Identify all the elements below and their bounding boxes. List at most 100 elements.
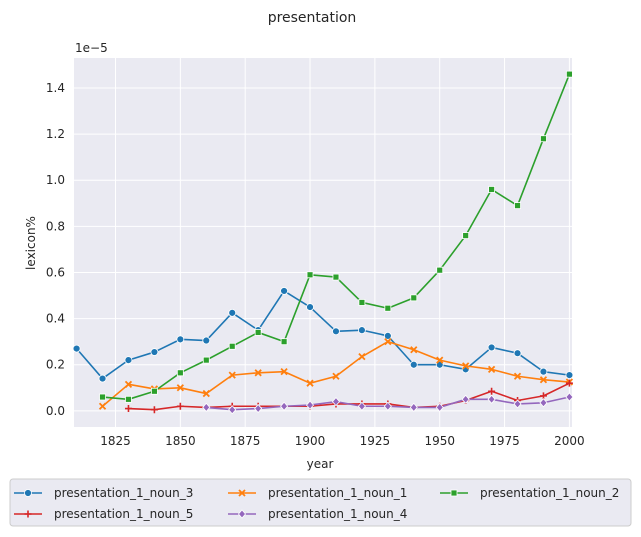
data-point: [125, 395, 132, 403]
data-point: [280, 401, 289, 411]
data-point: [331, 397, 341, 407]
data-point: [151, 387, 158, 395]
data-point: [358, 353, 366, 361]
data-point: [357, 401, 366, 411]
data-point: [124, 356, 133, 365]
legend-label: presentation_1_noun_5: [54, 507, 193, 521]
data-point: [176, 369, 184, 377]
data-point: [383, 332, 392, 340]
x-tick-label: 1825: [100, 434, 131, 448]
data-point: [461, 394, 470, 404]
legend-box: [9, 478, 632, 527]
x-tick-label: 1900: [295, 434, 326, 448]
x-tick-label: 1950: [424, 434, 455, 448]
legend-item: presentation_1_noun_4: [228, 507, 407, 521]
data-point: [176, 384, 184, 392]
legend-item: presentation_1_noun_2: [440, 486, 619, 500]
y-tick-label: 0.8: [46, 219, 65, 233]
data-point: [488, 387, 496, 395]
data-point: [462, 362, 470, 370]
data-point: [150, 348, 159, 356]
data-point: [332, 273, 340, 281]
data-point: [435, 402, 444, 413]
x-tick-label: 1875: [230, 434, 261, 448]
data-point: [436, 266, 444, 274]
series-presentation_1_noun_4: [202, 392, 574, 415]
data-point: [150, 406, 158, 414]
data-point: [565, 379, 573, 387]
data-point: [72, 344, 81, 353]
chart-title: presentation: [268, 10, 357, 26]
series-presentation_1_noun_1: [98, 338, 574, 410]
data-point: [488, 186, 495, 193]
series-group: [72, 70, 574, 415]
data-point: [565, 371, 574, 380]
data-point: [383, 401, 392, 411]
data-point: [358, 299, 366, 306]
data-point: [254, 369, 262, 377]
data-point: [410, 294, 418, 302]
y-tick-label: 0.6: [46, 265, 65, 279]
y-tick-label: 1.2: [46, 127, 65, 141]
legend-item: presentation_1_noun_5: [14, 507, 193, 521]
data-point: [124, 380, 133, 388]
data-point: [202, 356, 210, 364]
legend-label: presentation_1_noun_2: [480, 486, 619, 500]
legend-marker: [24, 489, 32, 497]
data-point: [98, 374, 107, 383]
data-point: [176, 402, 184, 410]
data-point: [306, 271, 314, 279]
data-point: [202, 389, 210, 398]
x-tick-label: 1925: [360, 434, 391, 448]
data-point: [566, 70, 573, 78]
legend-item: presentation_1_noun_1: [228, 486, 407, 500]
data-point: [513, 372, 522, 380]
data-point: [462, 232, 470, 239]
data-point: [565, 392, 574, 402]
x-axis-ticks: 1825 1850 1875 1900 1925 1950 1975 2000: [100, 434, 584, 448]
y-tick-label: 0.2: [46, 358, 65, 372]
data-point: [540, 135, 547, 143]
series-line: [75, 290, 570, 380]
y-axis-label: lexicon%: [24, 216, 38, 270]
x-tick-label: 1850: [165, 434, 196, 448]
data-point: [254, 329, 262, 336]
data-point: [487, 394, 496, 404]
legend-marker: [450, 489, 458, 497]
data-point: [513, 349, 522, 358]
data-point: [539, 398, 548, 408]
data-point: [305, 400, 315, 410]
data-point: [513, 399, 522, 409]
series-presentation_1_noun_2: [99, 70, 573, 403]
data-point: [332, 327, 340, 336]
data-point: [409, 402, 418, 413]
data-point: [98, 402, 107, 410]
data-point: [99, 393, 106, 401]
series-presentation_1_noun_3: [72, 287, 574, 383]
data-point: [410, 346, 418, 354]
data-point: [539, 376, 548, 384]
legend-label: presentation_1_noun_4: [268, 507, 407, 521]
data-point: [306, 303, 314, 311]
data-point: [254, 403, 263, 414]
y-tick-label: 1.4: [46, 81, 65, 95]
data-point: [202, 336, 211, 345]
data-point: [228, 342, 236, 350]
data-point: [228, 308, 237, 317]
data-point: [384, 304, 392, 312]
data-point: [176, 335, 185, 344]
legend-marker: [24, 510, 32, 518]
y-axis-multiplier: 1e−5: [75, 41, 108, 55]
legend-label: presentation_1_noun_1: [268, 486, 407, 500]
data-point: [202, 402, 211, 413]
data-point: [280, 338, 288, 346]
data-point: [280, 368, 288, 376]
data-point: [306, 379, 314, 387]
x-tick-label: 2000: [554, 434, 585, 448]
legend-marker: [237, 509, 247, 519]
x-tick-label: 1975: [489, 434, 520, 448]
legend-marker: [238, 489, 246, 497]
legend-label: presentation_1_noun_3: [54, 486, 193, 500]
y-tick-label: 0.4: [46, 312, 65, 326]
